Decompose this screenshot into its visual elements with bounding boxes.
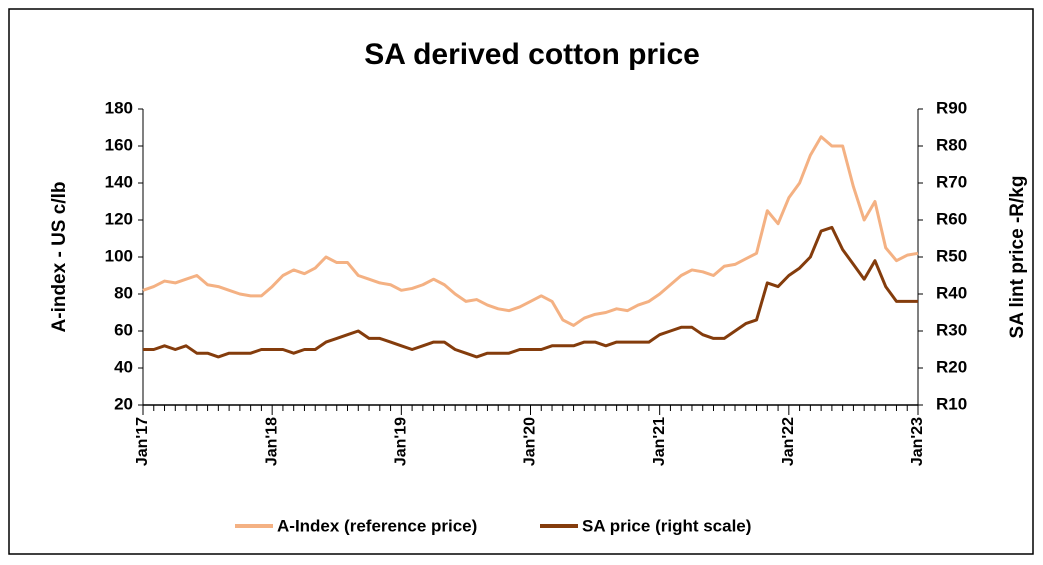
legend-label: SA price (right scale) <box>582 516 751 535</box>
y-tick-label: 140 <box>105 172 133 191</box>
y2-tick-label: R80 <box>936 135 967 154</box>
y-tick-label: 20 <box>114 394 133 413</box>
y2-tick-label: R20 <box>936 357 967 376</box>
y2-tick-label: R70 <box>936 172 967 191</box>
legend-label: A-Index (reference price) <box>277 516 477 535</box>
y2-tick-label: R90 <box>936 98 967 117</box>
x-tick-label: Jan'21 <box>651 417 668 466</box>
y-tick-label: 100 <box>105 246 133 265</box>
y-axis-label: A-index - US c/lb <box>49 182 70 333</box>
y2-tick-label: R40 <box>936 283 967 302</box>
x-tick-label: Jan'18 <box>263 417 280 466</box>
series-line <box>143 225 918 359</box>
y2-tick-label: R10 <box>936 394 967 413</box>
y2-tick-label: R60 <box>936 209 967 228</box>
x-tick-label: Jan'23 <box>909 417 926 466</box>
y-tick-label: 160 <box>105 135 133 154</box>
y-tick-label: 40 <box>114 357 133 376</box>
x-tick-label: Jan'17 <box>134 417 151 466</box>
y-tick-label: 120 <box>105 209 133 228</box>
y-tick-label: 180 <box>105 98 133 117</box>
x-tick-label: Jan'22 <box>780 417 797 466</box>
y2-tick-label: R50 <box>936 246 967 265</box>
chart-title: SA derived cotton price <box>364 38 700 71</box>
x-tick-label: Jan'20 <box>522 417 539 466</box>
y2-axis-label: SA lint price -R/kg <box>1007 176 1028 339</box>
y-tick-label: 80 <box>114 283 133 302</box>
x-tick-label: Jan'19 <box>393 417 410 466</box>
series-line <box>142 135 919 327</box>
y-tick-label: 60 <box>114 320 133 339</box>
y2-tick-label: R30 <box>936 320 967 339</box>
